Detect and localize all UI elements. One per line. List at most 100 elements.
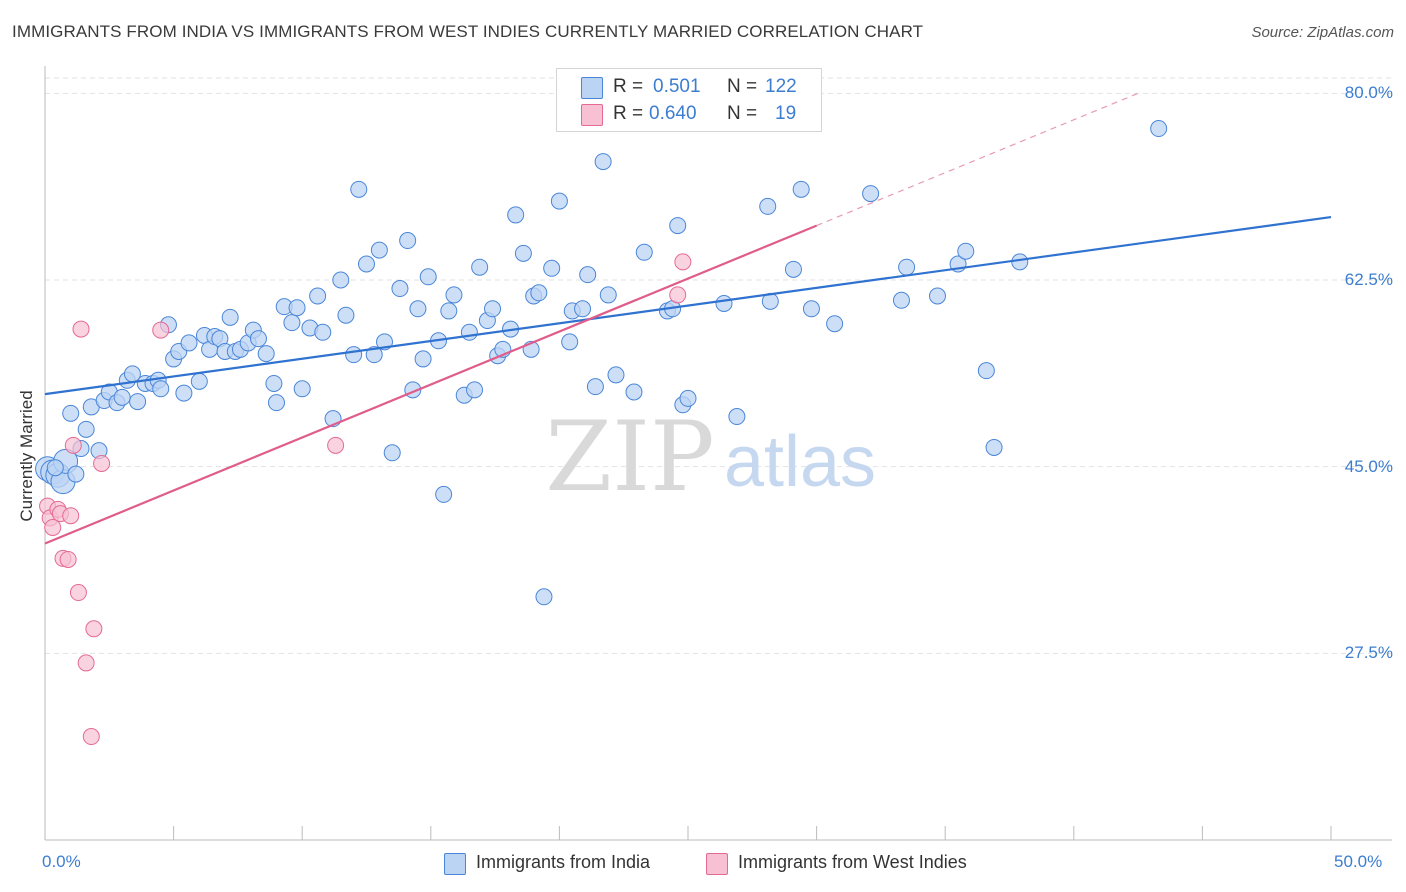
data-point-westindies xyxy=(44,518,62,536)
watermark: ZIP atlas xyxy=(545,401,876,513)
data-point-india xyxy=(826,315,844,333)
axes xyxy=(44,66,1392,841)
data-point-india xyxy=(792,180,810,198)
legend-label-india: Immigrants from India xyxy=(476,852,651,872)
data-point-westindies xyxy=(152,321,170,339)
data-point-india xyxy=(892,291,910,309)
legend-n-label: N = xyxy=(727,103,758,124)
data-point-westindies xyxy=(93,454,111,472)
series-india-points xyxy=(35,120,1168,606)
data-point-india xyxy=(484,300,502,318)
data-point-westindies xyxy=(62,507,80,525)
legend-swatch-india xyxy=(581,77,603,99)
data-point-india xyxy=(309,287,327,305)
legend-n-value: 19 xyxy=(775,103,797,124)
x-tick-min: 0.0% xyxy=(42,852,81,871)
data-point-india xyxy=(257,345,275,363)
data-point-india xyxy=(784,260,802,278)
data-point-india xyxy=(635,243,653,261)
data-point-india xyxy=(419,268,437,286)
trend-extension-westindies xyxy=(816,92,1139,227)
data-point-india xyxy=(759,197,777,215)
y-tick-label: 27.5% xyxy=(1344,643,1393,663)
data-point-india xyxy=(113,388,131,406)
data-point-india xyxy=(293,380,311,398)
data-point-india xyxy=(715,294,733,312)
data-point-westindies xyxy=(327,436,345,454)
legend-r-value: 0.640 xyxy=(649,103,697,124)
data-point-india xyxy=(175,384,193,402)
data-point-india xyxy=(514,244,532,262)
data-point-westindies xyxy=(69,584,87,602)
data-point-india xyxy=(180,334,198,352)
legend-swatch-westindies xyxy=(706,853,728,875)
data-point-india xyxy=(67,465,85,483)
data-point-india xyxy=(365,346,383,364)
data-point-india xyxy=(414,350,432,368)
legend-label-westindies: Immigrants from West Indies xyxy=(738,852,967,872)
legend-r-value: 0.501 xyxy=(653,76,701,97)
trend-lines xyxy=(44,92,1332,545)
data-point-india xyxy=(507,206,525,224)
data-point-india xyxy=(679,389,697,407)
data-point-india xyxy=(550,192,568,210)
data-point-india xyxy=(383,444,401,462)
watermark-atlas: atlas xyxy=(724,422,876,502)
stats-legend: R = 0.501 N = 122 R = 0.640 N = 19 xyxy=(556,68,822,132)
data-point-india xyxy=(607,366,625,384)
data-point-india xyxy=(586,378,604,396)
data-point-westindies xyxy=(669,286,687,304)
series-westindies-points xyxy=(39,253,692,746)
data-point-india xyxy=(977,362,995,380)
data-point-india xyxy=(435,485,453,503)
data-point-india xyxy=(445,286,463,304)
legend-r-label: R = xyxy=(613,76,644,97)
y-tick-label: 62.5% xyxy=(1344,270,1393,289)
data-point-india xyxy=(466,381,484,399)
data-point-india xyxy=(152,380,170,398)
data-point-india xyxy=(370,241,388,259)
data-point-westindies xyxy=(674,253,692,271)
data-point-india xyxy=(337,306,355,324)
data-point-india xyxy=(440,302,458,320)
y-tick-label: 80.0% xyxy=(1344,83,1393,103)
data-point-india xyxy=(399,232,417,250)
data-point-westindies xyxy=(64,436,82,454)
chart-title: IMMIGRANTS FROM INDIA VS IMMIGRANTS FROM… xyxy=(12,22,924,41)
legend-item-india[interactable]: Immigrants from India xyxy=(444,852,684,876)
data-point-westindies xyxy=(77,654,95,672)
legend-r-label: R = xyxy=(613,103,644,124)
data-point-india xyxy=(265,374,283,392)
data-point-india xyxy=(669,217,687,235)
data-point-india xyxy=(190,372,208,390)
legend-item-westindies[interactable]: Immigrants from West Indies xyxy=(706,852,1006,876)
data-point-india xyxy=(221,308,239,326)
data-point-india xyxy=(1150,120,1168,138)
legend-swatch-india xyxy=(444,853,466,875)
data-point-india xyxy=(288,299,306,317)
y-tick-label: 45.0% xyxy=(1344,456,1393,476)
data-point-india xyxy=(957,242,975,260)
data-point-india xyxy=(574,300,592,318)
trend-line-india xyxy=(44,215,1332,396)
data-point-india xyxy=(728,408,746,426)
data-point-india xyxy=(283,314,301,332)
data-point-westindies xyxy=(72,320,90,338)
data-point-india xyxy=(409,300,427,318)
data-point-india xyxy=(928,287,946,305)
data-point-india xyxy=(599,286,617,304)
data-point-india xyxy=(535,588,553,606)
data-point-india xyxy=(46,459,64,477)
data-point-india xyxy=(579,266,597,284)
data-point-india xyxy=(862,185,880,203)
data-point-india xyxy=(471,258,489,276)
data-point-india xyxy=(345,346,363,364)
data-point-india xyxy=(561,333,579,351)
watermark-zip: ZIP xyxy=(545,401,714,513)
data-point-india xyxy=(391,280,409,298)
data-point-india xyxy=(594,153,612,171)
legend-n-value: 122 xyxy=(765,76,797,97)
data-point-india xyxy=(62,404,80,422)
data-point-india xyxy=(350,180,368,198)
